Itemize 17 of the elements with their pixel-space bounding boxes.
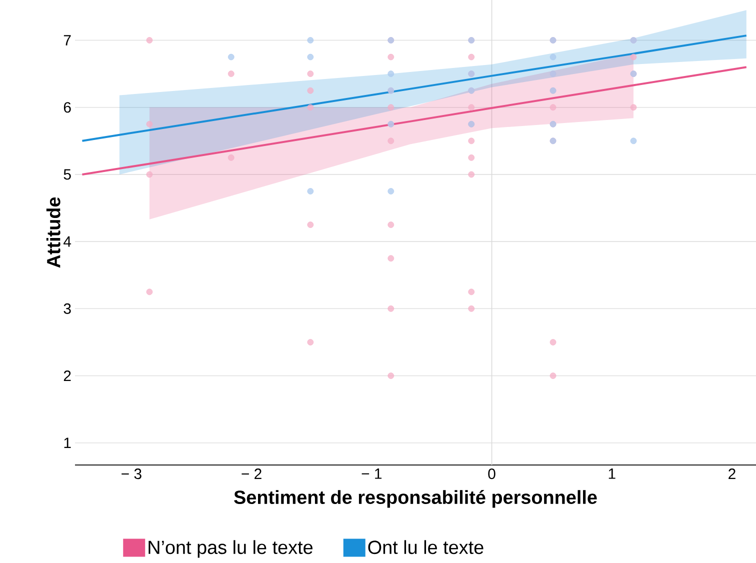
x-tick-label: 0 [488,468,496,480]
y-tick-label: 2 [64,370,71,381]
y-axis-title: Attitude [46,197,60,268]
x-axis-title: Sentiment de responsabilité personnelle [234,490,597,508]
y-tick-label: 4 [64,236,72,247]
x-tick-label: 1 [608,468,616,479]
y-tick-label: 7 [64,35,71,46]
y-tick-label: 5 [64,169,71,180]
legend-label: N’ont pas lu le texte [148,540,312,558]
legend-label: Ont lu le texte [368,540,484,554]
y-tick-label: 1 [64,438,71,448]
x-tick-label: − 3 [122,468,142,480]
x-tick-label: − 2 [242,468,262,479]
y-tick-label: 6 [64,102,71,113]
y-tick-label: 3 [64,303,71,314]
x-tick-label: − 1 [362,468,382,479]
x-tick-label: 2 [728,468,736,479]
